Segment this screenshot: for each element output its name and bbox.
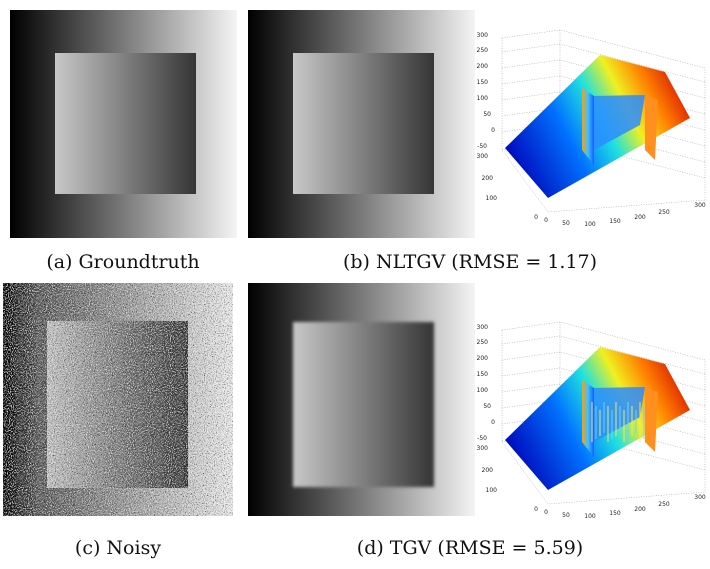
image-noisy [3,283,233,516]
image-tgv [248,283,475,516]
surface-step [645,95,658,160]
z-tick-label: 250 [477,339,489,346]
surface-step [645,387,658,452]
y-tick-label: 200 [482,175,494,182]
z-tick-label: 50 [483,403,491,410]
image-groundtruth [10,10,237,238]
z-tick-label: 200 [477,355,489,362]
y-tick-label: 200 [482,467,494,474]
x-tick-label: 250 [658,501,670,508]
y-tick-label: 100 [486,195,498,202]
x-tick-label: 100 [584,221,596,228]
z-tick-label: 150 [477,79,489,86]
z-tick-label: -50 [477,435,487,442]
z-tick-label: -50 [477,143,487,150]
y-tick-label: 300 [477,153,489,160]
caption: (d) TGV (RMSE = 5.59) [357,537,583,559]
x-tick-label: 50 [562,512,570,519]
x-tick-label: 150 [609,510,621,517]
caption: (b) NLTGV (RMSE = 1.17) [343,251,597,273]
x-tick-label: 200 [634,506,646,513]
x-tick-label: 300 [694,494,706,501]
x-tick-label: 0 [544,509,548,516]
x-tick-label: 0 [544,217,548,224]
x-tick-label: 250 [658,209,670,216]
x-tick-label: 150 [609,218,621,225]
z-tick-label: 50 [483,111,491,118]
figure: (a) Groundtruth (b) NLTGV (RMSE = 1.17) … [0,0,710,569]
z-tick-label: 150 [477,371,489,378]
y-tick-label: 0 [534,214,538,221]
image-nltgv [248,10,475,238]
y-tick-label: 100 [486,487,498,494]
z-tick-label: 100 [477,387,489,394]
z-tick-label: 100 [477,95,489,102]
z-tick-label: 0 [491,127,495,134]
x-tick-label: 200 [634,214,646,221]
caption: (c) Noisy [75,537,161,559]
x-tick-label: 300 [694,202,706,209]
y-tick-label: 0 [534,506,538,513]
x-tick-label: 100 [584,513,596,520]
x-tick-label: 50 [562,220,570,227]
z-tick-label: 0 [491,419,495,426]
z-tick-label: 300 [477,324,489,331]
y-tick-label: 300 [477,445,489,452]
z-tick-label: 300 [477,32,489,39]
z-tick-label: 200 [477,63,489,70]
caption: (a) Groundtruth [46,251,199,273]
z-tick-label: 250 [477,47,489,54]
